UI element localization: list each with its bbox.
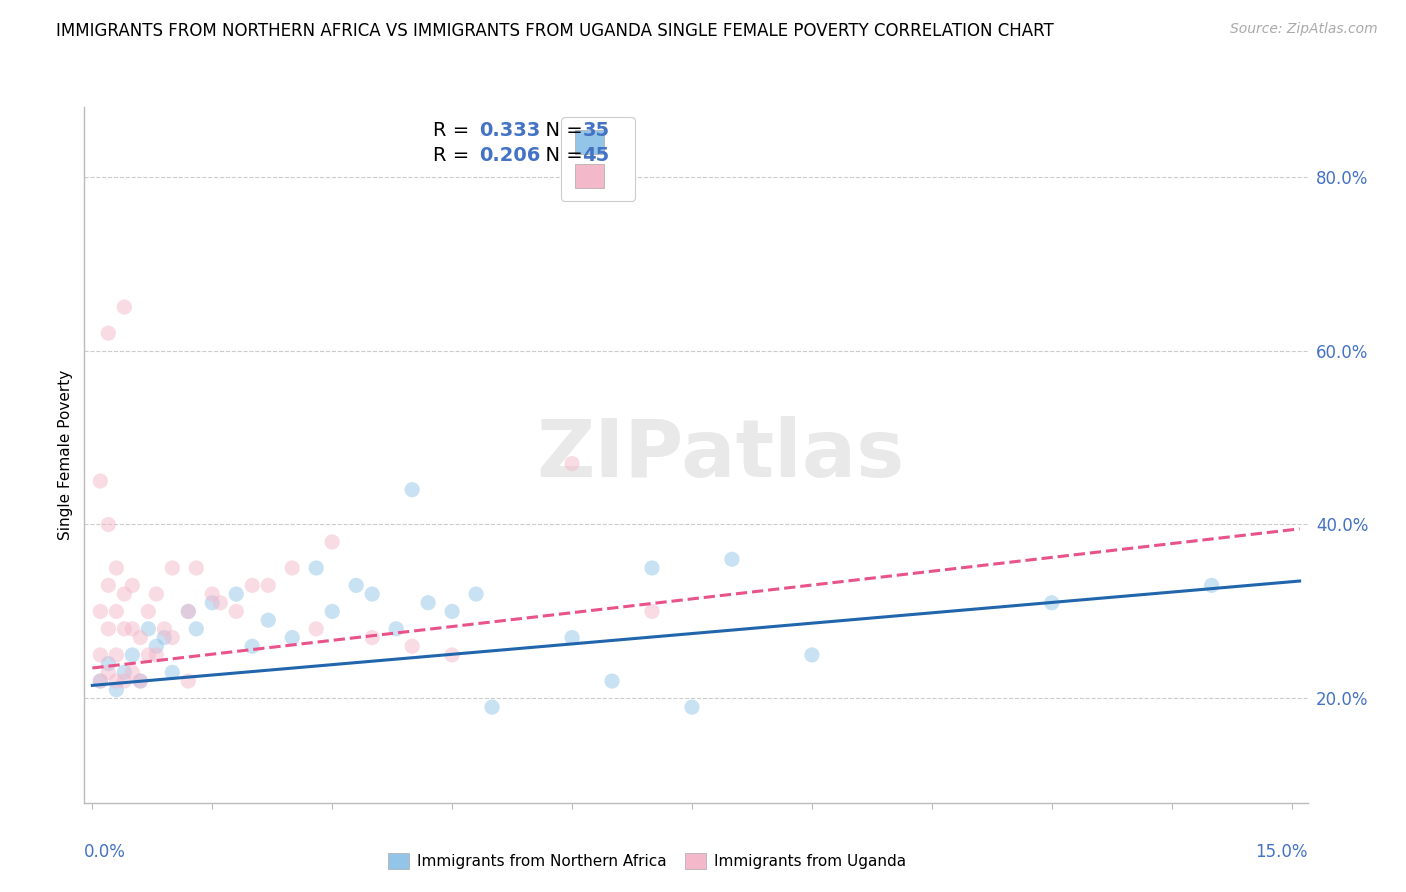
Point: [121, 648, 143, 662]
Point: [600, 674, 623, 689]
Point: [281, 561, 304, 575]
Point: [385, 622, 408, 636]
Point: [201, 596, 224, 610]
Point: [145, 587, 167, 601]
Point: [136, 605, 159, 619]
Point: [89, 674, 111, 689]
Point: [105, 648, 128, 662]
Point: [225, 605, 247, 619]
Point: [97, 517, 120, 532]
Point: [361, 587, 384, 601]
Point: [162, 665, 184, 680]
Point: [361, 631, 384, 645]
Point: [121, 665, 143, 680]
Point: [89, 474, 111, 488]
Text: 35: 35: [582, 121, 609, 140]
Point: [305, 561, 328, 575]
Point: [162, 631, 184, 645]
Point: [401, 639, 423, 653]
Point: [162, 561, 184, 575]
Point: [112, 665, 135, 680]
Point: [129, 631, 152, 645]
Point: [481, 700, 503, 714]
Point: [186, 622, 208, 636]
Text: N =: N =: [533, 146, 589, 165]
Point: [97, 578, 120, 592]
Point: [1201, 578, 1223, 592]
Point: [112, 300, 135, 314]
Text: IMMIGRANTS FROM NORTHERN AFRICA VS IMMIGRANTS FROM UGANDA SINGLE FEMALE POVERTY : IMMIGRANTS FROM NORTHERN AFRICA VS IMMIG…: [56, 22, 1054, 40]
Point: [641, 561, 664, 575]
Point: [418, 596, 440, 610]
Text: 0.333: 0.333: [479, 121, 541, 140]
Point: [129, 674, 152, 689]
Point: [209, 596, 232, 610]
Point: [145, 639, 167, 653]
Point: [240, 639, 263, 653]
Text: 15.0%: 15.0%: [1256, 843, 1308, 861]
Point: [153, 622, 176, 636]
Text: Source: ZipAtlas.com: Source: ZipAtlas.com: [1230, 22, 1378, 37]
Text: R =: R =: [433, 121, 475, 140]
Point: [136, 622, 159, 636]
Point: [89, 674, 111, 689]
Text: R =: R =: [433, 146, 475, 165]
Point: [177, 605, 200, 619]
Point: [112, 622, 135, 636]
Point: [465, 587, 488, 601]
Point: [186, 561, 208, 575]
Point: [257, 613, 280, 627]
Y-axis label: Single Female Poverty: Single Female Poverty: [58, 370, 73, 540]
Point: [97, 665, 120, 680]
Legend: Immigrants from Northern Africa, Immigrants from Uganda: Immigrants from Northern Africa, Immigra…: [382, 847, 912, 875]
Text: ZIPatlas: ZIPatlas: [536, 416, 904, 494]
Point: [225, 587, 247, 601]
Text: N =: N =: [533, 121, 589, 140]
Point: [321, 534, 343, 549]
Point: [800, 648, 823, 662]
Point: [105, 674, 128, 689]
Point: [97, 622, 120, 636]
Point: [105, 605, 128, 619]
Point: [401, 483, 423, 497]
Point: [136, 648, 159, 662]
Point: [105, 561, 128, 575]
Point: [89, 605, 111, 619]
Point: [145, 648, 167, 662]
Point: [201, 587, 224, 601]
Point: [240, 578, 263, 592]
Point: [89, 648, 111, 662]
Point: [441, 605, 464, 619]
Text: 0.206: 0.206: [479, 146, 541, 165]
Point: [105, 682, 128, 697]
Point: [321, 605, 343, 619]
Point: [129, 674, 152, 689]
Point: [561, 457, 583, 471]
Point: [561, 631, 583, 645]
Point: [721, 552, 744, 566]
Point: [112, 587, 135, 601]
Point: [441, 648, 464, 662]
Point: [681, 700, 703, 714]
Point: [344, 578, 367, 592]
Point: [177, 605, 200, 619]
Point: [281, 631, 304, 645]
Point: [112, 674, 135, 689]
Point: [153, 631, 176, 645]
Text: 0.0%: 0.0%: [84, 843, 127, 861]
Point: [97, 326, 120, 340]
Point: [121, 578, 143, 592]
Point: [257, 578, 280, 592]
Point: [1040, 596, 1063, 610]
Point: [305, 622, 328, 636]
Point: [641, 605, 664, 619]
Point: [97, 657, 120, 671]
Point: [177, 674, 200, 689]
Text: 45: 45: [582, 146, 609, 165]
Point: [121, 622, 143, 636]
